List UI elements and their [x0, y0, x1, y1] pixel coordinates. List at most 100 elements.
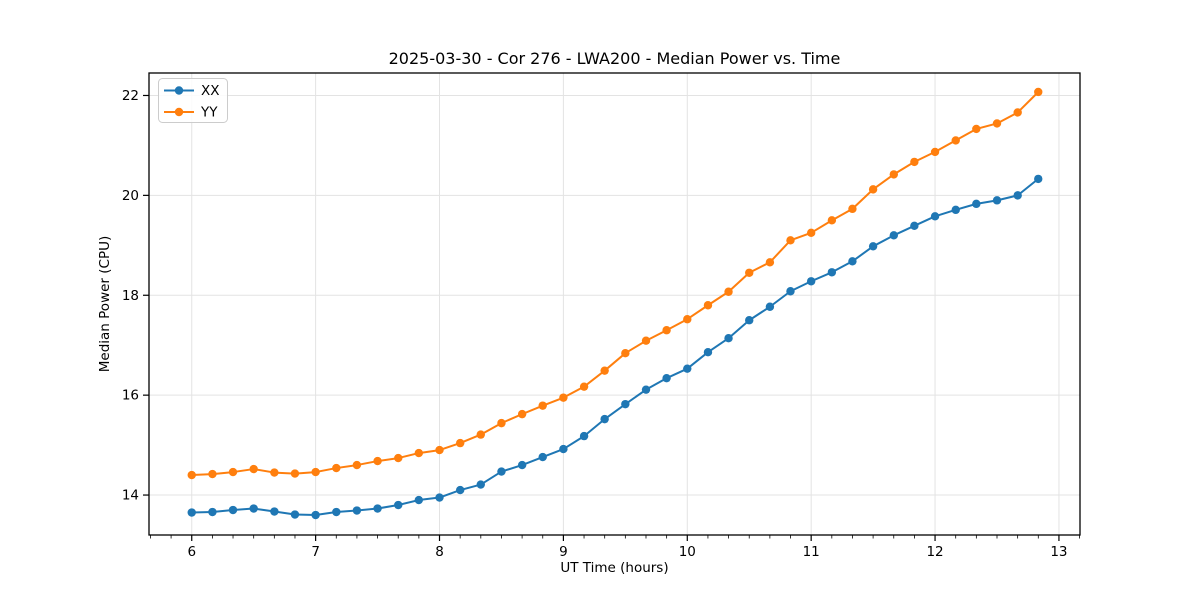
legend-item-yy: YY — [164, 105, 218, 121]
data-point — [414, 448, 424, 458]
data-point — [662, 373, 671, 383]
data-point — [517, 409, 527, 419]
data-point — [290, 510, 300, 519]
x-axis-ticks: 6 7 8 9 10 11 12 13 — [187, 535, 1068, 560]
data-point — [456, 438, 465, 448]
data-point — [187, 508, 196, 517]
data-point — [868, 185, 878, 194]
data-point — [435, 445, 444, 455]
data-point — [414, 495, 424, 505]
data-point — [600, 366, 609, 375]
plot-area — [149, 73, 1080, 535]
data-point — [683, 364, 692, 373]
data-point — [249, 504, 258, 513]
data-point — [1034, 87, 1043, 97]
data-point — [951, 136, 960, 145]
data-point — [394, 500, 403, 510]
data-point — [456, 485, 465, 495]
data-point — [332, 507, 341, 517]
data-point — [910, 221, 919, 231]
data-point — [517, 460, 527, 470]
legend-marker-icon — [174, 86, 184, 95]
data-point — [992, 119, 1002, 128]
data-point — [270, 507, 279, 516]
x-minor-ticks — [150, 535, 1080, 539]
data-point — [745, 268, 754, 277]
y-tick-label: 16 — [122, 388, 139, 404]
data-point — [930, 212, 940, 221]
data-point — [889, 231, 898, 240]
data-point — [745, 316, 754, 325]
data-point — [765, 258, 775, 267]
data-point — [703, 348, 713, 357]
data-point — [951, 205, 960, 215]
series-yy — [187, 87, 1043, 480]
y-axis-label: Median Power (CPU) — [97, 236, 113, 372]
data-point — [641, 385, 651, 394]
data-point — [1034, 174, 1043, 184]
data-point — [827, 268, 837, 277]
axes-frame — [148, 72, 1081, 536]
data-point — [228, 505, 238, 515]
data-point — [889, 170, 898, 179]
legend-marker-icon — [174, 107, 184, 117]
data-point — [435, 493, 444, 502]
data-point — [208, 507, 217, 517]
x-tick-label: 8 — [435, 544, 444, 560]
data-point — [290, 469, 300, 478]
data-point — [786, 287, 795, 296]
data-point — [972, 124, 981, 134]
x-tick-label: 12 — [926, 544, 943, 560]
data-point — [352, 506, 362, 515]
data-point — [228, 467, 238, 477]
data-point — [786, 236, 795, 245]
data-point — [476, 480, 485, 489]
data-point — [910, 157, 919, 167]
y-tick-label: 14 — [122, 488, 139, 504]
data-point — [930, 147, 940, 157]
data-point — [538, 401, 547, 410]
data-point — [806, 277, 816, 286]
data-point — [187, 470, 196, 480]
data-point — [765, 302, 775, 311]
data-point — [641, 336, 651, 345]
data-point — [538, 452, 547, 462]
data-point — [600, 414, 609, 424]
legend-item-xx: XX — [164, 83, 220, 99]
x-tick-label: 7 — [311, 544, 320, 560]
data-point — [724, 334, 733, 343]
data-point — [724, 287, 733, 296]
data-point — [394, 453, 403, 463]
data-point — [848, 204, 857, 214]
data-point — [373, 456, 382, 466]
y-axis-ticks: 14 16 18 20 22 — [122, 88, 149, 504]
data-point — [806, 228, 816, 238]
data-point — [579, 431, 589, 441]
data-point — [579, 382, 589, 391]
series-xx — [187, 174, 1043, 520]
legend-label: XX — [201, 83, 220, 99]
data-point — [208, 469, 217, 479]
data-point — [827, 216, 837, 225]
legend-label: YY — [200, 105, 218, 121]
data-point — [1013, 108, 1022, 117]
x-tick-label: 13 — [1050, 544, 1067, 560]
data-point — [332, 463, 341, 473]
data-point — [497, 467, 506, 476]
data-point — [848, 257, 857, 266]
chart-title: 2025-03-30 - Cor 276 - LWA200 - Median P… — [389, 49, 841, 68]
legend: XX YY — [158, 78, 228, 123]
data-point — [373, 504, 382, 513]
data-point — [270, 468, 279, 477]
data-point — [311, 467, 320, 477]
y-tick-label: 20 — [122, 188, 139, 204]
y-tick-label: 22 — [122, 88, 139, 104]
data-point — [1013, 191, 1022, 200]
x-tick-label: 11 — [803, 544, 820, 560]
data-point — [683, 315, 692, 324]
data-point — [621, 399, 630, 409]
x-tick-label: 10 — [679, 544, 696, 560]
data-point — [662, 326, 671, 335]
